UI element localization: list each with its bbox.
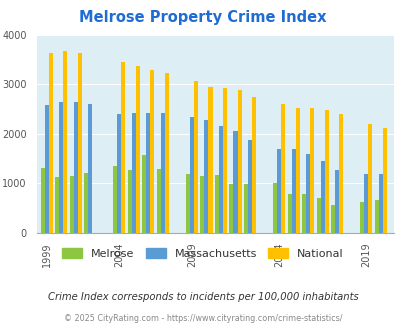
Bar bbox=[128, 170, 132, 233]
Bar bbox=[204, 120, 208, 233]
Bar bbox=[40, 168, 45, 233]
Bar bbox=[164, 73, 168, 233]
Bar bbox=[291, 148, 295, 233]
Bar bbox=[243, 184, 247, 233]
Bar bbox=[295, 108, 299, 233]
Bar bbox=[305, 154, 309, 233]
Bar bbox=[160, 113, 164, 233]
Bar bbox=[190, 117, 194, 233]
Bar bbox=[156, 169, 160, 233]
Bar bbox=[84, 173, 88, 233]
Bar bbox=[88, 104, 92, 233]
Bar bbox=[330, 205, 334, 233]
Bar bbox=[272, 183, 276, 233]
Bar bbox=[70, 176, 74, 233]
Bar bbox=[247, 140, 252, 233]
Bar bbox=[324, 110, 328, 233]
Bar bbox=[59, 102, 63, 233]
Bar bbox=[208, 86, 212, 233]
Bar bbox=[374, 200, 378, 233]
Bar bbox=[117, 114, 121, 233]
Bar bbox=[74, 102, 78, 233]
Bar bbox=[121, 62, 125, 233]
Bar bbox=[338, 114, 343, 233]
Bar bbox=[142, 155, 146, 233]
Bar bbox=[200, 176, 204, 233]
Bar bbox=[222, 88, 226, 233]
Text: Melrose Property Crime Index: Melrose Property Crime Index bbox=[79, 10, 326, 25]
Bar bbox=[45, 105, 49, 233]
Bar bbox=[146, 113, 150, 233]
Bar bbox=[136, 66, 140, 233]
Bar bbox=[218, 126, 222, 233]
Bar bbox=[49, 53, 53, 233]
Bar bbox=[301, 193, 305, 233]
Bar bbox=[280, 104, 284, 233]
Bar bbox=[363, 174, 367, 233]
Bar bbox=[233, 131, 237, 233]
Bar bbox=[214, 175, 218, 233]
Bar bbox=[78, 53, 82, 233]
Bar bbox=[185, 174, 190, 233]
Legend: Melrose, Massachusetts, National: Melrose, Massachusetts, National bbox=[58, 244, 347, 263]
Bar bbox=[194, 81, 198, 233]
Bar bbox=[150, 70, 154, 233]
Bar bbox=[334, 170, 338, 233]
Bar bbox=[252, 96, 256, 233]
Bar bbox=[287, 193, 291, 233]
Bar bbox=[63, 51, 67, 233]
Text: © 2025 CityRating.com - https://www.cityrating.com/crime-statistics/: © 2025 CityRating.com - https://www.city… bbox=[64, 314, 341, 323]
Bar bbox=[229, 184, 233, 233]
Bar bbox=[378, 174, 382, 233]
Bar bbox=[309, 108, 313, 233]
Bar bbox=[276, 148, 280, 233]
Bar bbox=[132, 113, 136, 233]
Bar bbox=[237, 90, 241, 233]
Bar bbox=[367, 124, 371, 233]
Bar bbox=[55, 177, 59, 233]
Text: Crime Index corresponds to incidents per 100,000 inhabitants: Crime Index corresponds to incidents per… bbox=[47, 292, 358, 302]
Bar bbox=[113, 166, 117, 233]
Bar bbox=[320, 161, 324, 233]
Bar bbox=[382, 128, 386, 233]
Bar bbox=[359, 202, 363, 233]
Bar bbox=[316, 199, 320, 233]
